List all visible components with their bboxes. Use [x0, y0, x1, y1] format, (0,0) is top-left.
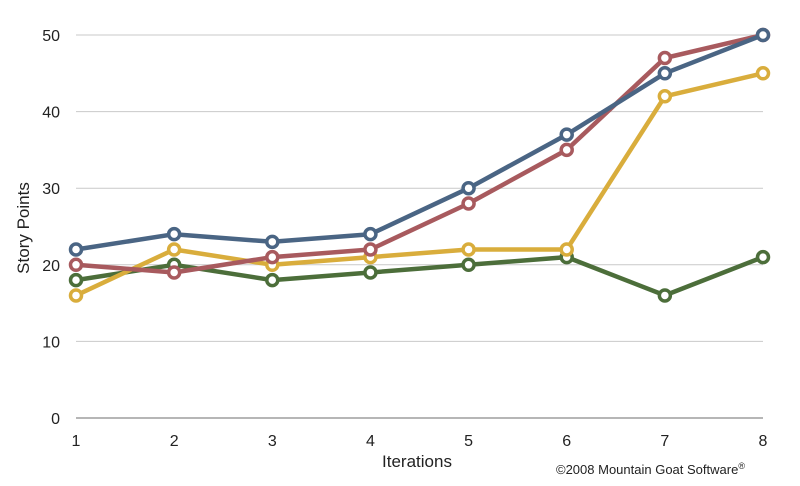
x-tick-label-6: 6: [562, 433, 571, 450]
series-1-point-2: [166, 226, 182, 242]
x-tick-label-8: 8: [759, 433, 768, 450]
series-1-point-3: [265, 234, 280, 250]
registered-mark: ®: [738, 461, 745, 471]
copyright-text: ©2008 Mountain Goat Software®: [556, 461, 745, 477]
series-1-point-5: [461, 180, 476, 196]
series-3-point-7: [657, 89, 673, 104]
series-1: [68, 27, 771, 257]
series-4-line: [73, 254, 766, 298]
series-1-line: [73, 32, 766, 252]
series-1-point-8: [755, 27, 771, 43]
y-tick-labels: 0 10 20 30 40 50: [42, 28, 60, 428]
y-tick-label-50: 50: [42, 28, 60, 45]
copyright-label: ©2008 Mountain Goat Software: [556, 462, 738, 477]
series-3-line: [73, 71, 766, 298]
y-tick-label-30: 30: [42, 181, 60, 198]
series-1-point-4: [363, 226, 378, 242]
x-tick-label-1: 1: [72, 433, 81, 450]
series-2-point-4: [363, 242, 378, 257]
series-1-point-7: [657, 66, 673, 81]
x-axis-title: Iterations: [382, 452, 452, 471]
series-3-point-1: [68, 288, 84, 303]
series-layer: [68, 27, 771, 303]
series-2-point-3: [265, 249, 280, 265]
y-tick-label-40: 40: [42, 105, 60, 122]
series-2-point-6: [559, 142, 574, 158]
x-tick-label-7: 7: [660, 433, 669, 450]
x-tick-label-3: 3: [268, 433, 277, 450]
series-3-point-2: [166, 242, 182, 257]
series-3-point-6: [559, 242, 574, 257]
series-3-point-8: [755, 66, 771, 81]
x-tick-label-5: 5: [464, 433, 473, 450]
x-tick-label-4: 4: [366, 433, 375, 450]
series-4-point-1: [68, 272, 84, 288]
series-4-point-5: [461, 257, 476, 273]
series-2-point-5: [461, 196, 476, 211]
gridlines: [76, 34, 763, 419]
series-2-point-2: [166, 265, 182, 280]
series-1-point-1: [68, 242, 84, 257]
series-4-point-8: [755, 249, 771, 265]
y-tick-label-20: 20: [42, 258, 60, 275]
series-4-point-3: [265, 272, 280, 288]
y-axis-title: Story Points: [14, 182, 33, 274]
y-tick-label-10: 10: [42, 334, 60, 351]
series-2-point-1: [68, 257, 84, 273]
y-tick-label-0: 0: [51, 411, 60, 428]
x-tick-labels: 1 2 3 4 5 6 7 8: [72, 433, 768, 450]
series-4-point-7: [657, 288, 673, 303]
x-tick-label-2: 2: [170, 433, 179, 450]
series-2-line: [73, 32, 766, 275]
series-1-point-6: [559, 127, 574, 142]
series-3-point-5: [461, 242, 476, 257]
series-2-point-7: [657, 50, 673, 66]
series-4-point-4: [363, 265, 378, 280]
series-2: [68, 27, 771, 280]
